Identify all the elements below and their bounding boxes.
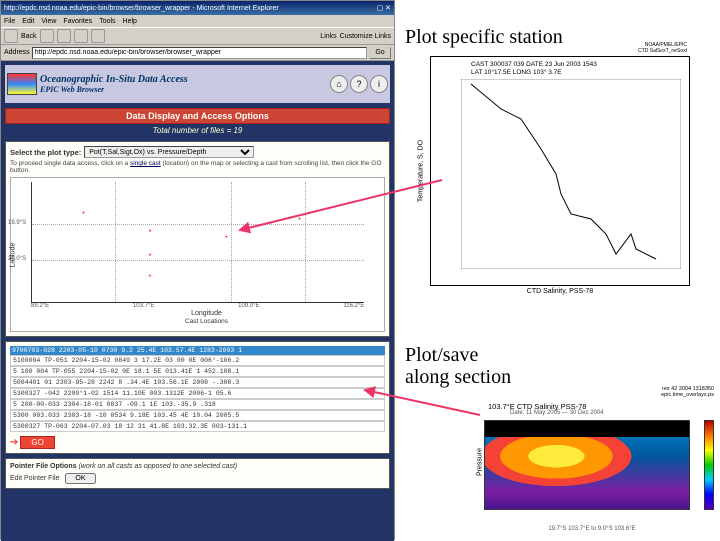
menu-favorites[interactable]: Favorites <box>63 18 92 25</box>
cast-row[interactable]: 5004401 01 2303-95-28 2242 8 .34.4E 103.… <box>10 377 385 388</box>
page-content: Oceanographic In-Situ Data Access EPIC W… <box>1 61 394 541</box>
home-icon[interactable]: ⌂ <box>330 75 348 93</box>
info-icon[interactable]: i <box>370 75 388 93</box>
select-plot-label: Select the plot type: <box>10 148 81 157</box>
profile-curve <box>461 79 681 269</box>
help-text: To proceed single data access, click on … <box>10 160 385 174</box>
map-xlabel: Longitude <box>31 310 382 317</box>
menubar: File Edit View Favorites Tools Help <box>1 15 394 27</box>
profile-ylabel: Temperature, S, DO <box>418 140 425 202</box>
logo-thumb <box>7 73 37 95</box>
annotation-section: Plot/savealong section <box>405 344 511 388</box>
station-profile-plot: NOAA/PMEL/EPICCTD SalSoxT_neSoxt CAST 30… <box>430 56 690 286</box>
back-label: Back <box>21 33 37 40</box>
select-panel: Select the plot type: Pot(T,Sal,Sigt,Ox)… <box>5 141 390 337</box>
help-icon[interactable]: ? <box>350 75 368 93</box>
go-button[interactable]: Go <box>369 47 391 59</box>
home-button[interactable] <box>91 29 105 43</box>
section-ylabel: Pressure <box>477 448 484 476</box>
cast-dot[interactable]: * <box>148 230 153 235</box>
cast-row[interactable]: 5 200-00-033 2304-18-01 0837 -09.1 1E 10… <box>10 399 385 410</box>
pointer-panel: Pointer File Options (work on all casts … <box>5 458 390 489</box>
annotation-station: Plot specific station <box>405 26 563 49</box>
cast-row[interactable]: 5300327 -042 2200°1-02 1514 11.10E 003.1… <box>10 388 385 399</box>
section-subtitle: Date: 11 May 2005 — 30 Dec 2004 <box>510 410 604 416</box>
forward-button[interactable] <box>40 29 54 43</box>
page-header: Oceanographic In-Situ Data Access EPIC W… <box>5 65 390 103</box>
refresh-button[interactable] <box>74 29 88 43</box>
window-titlebar: http://epdc.nsd.noaa.edu/epic-bin/browse… <box>1 1 394 15</box>
edit-pointer-label: Edit Pointer File <box>10 475 59 482</box>
header-icons: ⌂ ? i <box>330 75 388 93</box>
section-plot: res 42 2004 1318350epic.time_overlays.ps… <box>460 402 714 532</box>
cast-dot[interactable]: * <box>298 218 303 223</box>
back-button[interactable] <box>4 29 18 43</box>
address-input[interactable] <box>32 47 367 59</box>
map-plot-area: * * * * * * 19.9°S 20.0°S <box>31 182 364 303</box>
pointer-title: Pointer File Options <box>10 463 77 470</box>
cast-row[interactable]: 5100004 TP-051 2204-15-02 0849 3 17.2E 0… <box>10 355 385 366</box>
pointer-ok-button[interactable]: OK <box>65 473 95 484</box>
plot-credit: NOAA/PMEL/EPICCTD SalSoxT_neSoxt <box>638 43 687 54</box>
page-title: Oceanographic In-Situ Data Access EPIC W… <box>40 74 327 94</box>
file-tally: Total number of files = 19 <box>5 124 390 137</box>
menu-view[interactable]: View <box>41 18 56 25</box>
cast-row[interactable]: 5300327 TP-063 2204-07.03 18 12 31 41.8E… <box>10 421 385 432</box>
cast-map[interactable]: Latitude * * * * * * 19.9°S 20.0°S <box>10 177 385 332</box>
section-heading: Data Display and Access Options <box>5 108 390 124</box>
menu-help[interactable]: Help <box>123 18 137 25</box>
cast-dot[interactable]: * <box>148 254 153 259</box>
cast-row[interactable]: 5300 003.033 2303-18 -10 0534 9.18E 103.… <box>10 410 385 421</box>
ie-window: http://epdc.nsd.noaa.edu/epic-bin/browse… <box>0 0 395 540</box>
toolbar: Back Links Customize Links <box>1 27 394 45</box>
colorbar <box>704 420 714 510</box>
map-ylabel: Latitude <box>10 242 17 267</box>
address-bar: Address Go <box>1 45 394 61</box>
go-plot-button[interactable]: GO <box>20 436 54 449</box>
menu-edit[interactable]: Edit <box>22 18 34 25</box>
cast-dot[interactable]: * <box>148 275 153 280</box>
plot-type-select[interactable]: Pot(T,Sal,Sigt,Ox) vs. Pressure/Depth <box>84 146 254 158</box>
window-controls[interactable]: ▢ ✕ <box>377 4 391 12</box>
cast-list-panel: 9700703-028 2203-05-10 0730 9.2 25.4E 10… <box>5 341 390 454</box>
links-label: Links <box>320 33 336 40</box>
cast-row[interactable]: 5 100 004 TP-055 2204-15-02 0E 18.1 5E 0… <box>10 366 385 377</box>
cast-dot[interactable]: * <box>225 236 230 241</box>
stop-button[interactable] <box>57 29 71 43</box>
menu-tools[interactable]: Tools <box>99 18 115 25</box>
menu-file[interactable]: File <box>4 18 15 25</box>
cast-dot[interactable]: * <box>82 212 87 217</box>
single-cast-link[interactable]: single cast <box>130 160 161 167</box>
section-xlabel: 19.7°S 103.7°E to 9.0°S 103.6°E <box>484 526 700 532</box>
selected-cast-row[interactable]: 9700703-028 2203-05-10 0730 9.2 25.4E 10… <box>10 346 385 355</box>
address-label: Address <box>4 49 30 56</box>
profile-xlabel: CTD Salinity, PSS-78 <box>431 288 689 295</box>
section-heatmap <box>484 420 690 510</box>
customize-links[interactable]: Customize Links <box>340 33 391 40</box>
window-title: http://epdc.nsd.noaa.edu/epic-bin/browse… <box>4 5 279 12</box>
